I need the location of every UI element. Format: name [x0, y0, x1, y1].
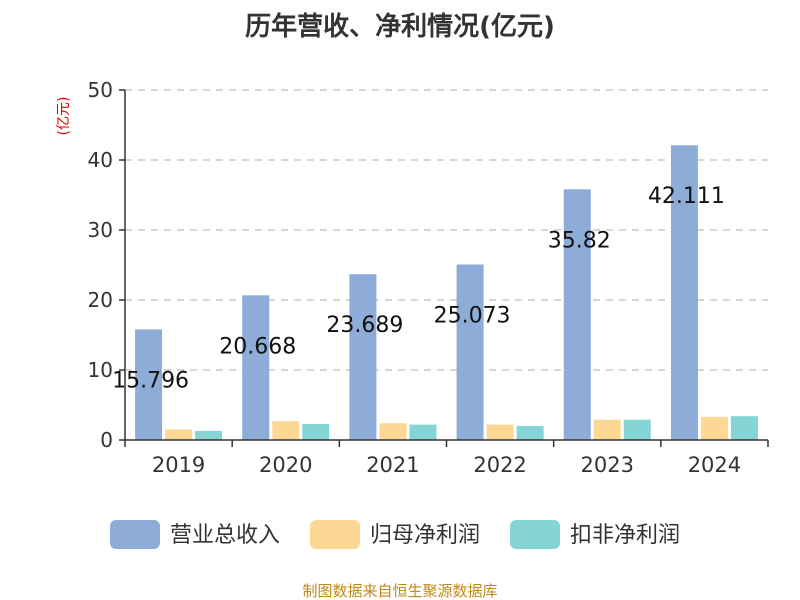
data-label: 20.668 [219, 334, 296, 359]
y-axis-unit: (亿元) [56, 97, 72, 136]
axes: 0 10 20 30 40 50 2019 2020 2021 2022 2023 2024 [88, 78, 769, 477]
grid-lines [125, 89, 768, 371]
bar-net-profit-2024[interactable] [700, 416, 728, 440]
chart-title: 历年营收、净利情况(亿元) [245, 11, 555, 42]
bar-deducted-net-profit-2023[interactable] [623, 419, 651, 440]
source-note: 制图数据来自恒生聚源数据库 [302, 582, 497, 600]
legend-swatch [110, 520, 160, 549]
bar-deducted-net-profit-2019[interactable] [195, 430, 223, 440]
x-tick-label: 2022 [473, 453, 526, 477]
bar-net-profit-2022[interactable] [486, 424, 514, 440]
bar-revenue-2020[interactable] [242, 295, 270, 440]
legend-swatch [510, 520, 560, 549]
x-tick-label: 2024 [688, 453, 741, 477]
legend[interactable]: 营业总收入 归母净利润 扣非净利润 [110, 520, 680, 549]
bar-net-profit-2021[interactable] [379, 423, 407, 440]
y-tick-label: 0 [100, 428, 113, 452]
data-label: 35.82 [548, 228, 611, 253]
y-tick-label: 30 [88, 218, 113, 242]
x-tick-label: 2020 [259, 453, 312, 477]
bar-deducted-net-profit-2022[interactable] [516, 426, 544, 440]
bar-net-profit-2019[interactable] [165, 429, 193, 441]
bar-revenue-2024[interactable] [670, 145, 698, 440]
y-tick-label: 50 [88, 78, 113, 102]
bar-revenue-2019[interactable] [135, 329, 163, 440]
x-tick-label: 2019 [152, 453, 205, 477]
legend-item[interactable]: 营业总收入 [110, 520, 280, 549]
bars [135, 145, 758, 440]
data-label: 15.796 [112, 368, 189, 393]
data-label: 23.689 [326, 313, 403, 338]
bar-revenue-2021[interactable] [349, 274, 377, 440]
bar-deducted-net-profit-2024[interactable] [730, 416, 758, 440]
bar-net-profit-2020[interactable] [272, 421, 300, 440]
bar-revenue-2022[interactable] [456, 264, 484, 440]
y-tick-label: 40 [88, 148, 113, 172]
legend-item[interactable]: 归母净利润 [310, 520, 480, 549]
legend-label: 扣非净利润 [570, 523, 680, 548]
bar-deducted-net-profit-2020[interactable] [302, 423, 330, 440]
x-tick-label: 2021 [366, 453, 419, 477]
y-tick-label: 20 [88, 288, 113, 312]
data-label: 42.111 [648, 184, 725, 209]
bar-deducted-net-profit-2021[interactable] [409, 424, 437, 440]
legend-swatch [310, 520, 360, 549]
y-tick-label: 10 [88, 358, 113, 382]
legend-item[interactable]: 扣非净利润 [510, 520, 680, 549]
x-tick-label: 2023 [581, 453, 634, 477]
data-label: 25.073 [434, 303, 511, 328]
bar-net-profit-2023[interactable] [593, 419, 621, 440]
legend-label: 营业总收入 [170, 523, 280, 548]
data-labels: 15.796 20.668 23.689 25.073 35.82 42.111 [112, 184, 725, 393]
legend-label: 归母净利润 [370, 523, 480, 548]
bar-revenue-2023[interactable] [563, 189, 591, 440]
